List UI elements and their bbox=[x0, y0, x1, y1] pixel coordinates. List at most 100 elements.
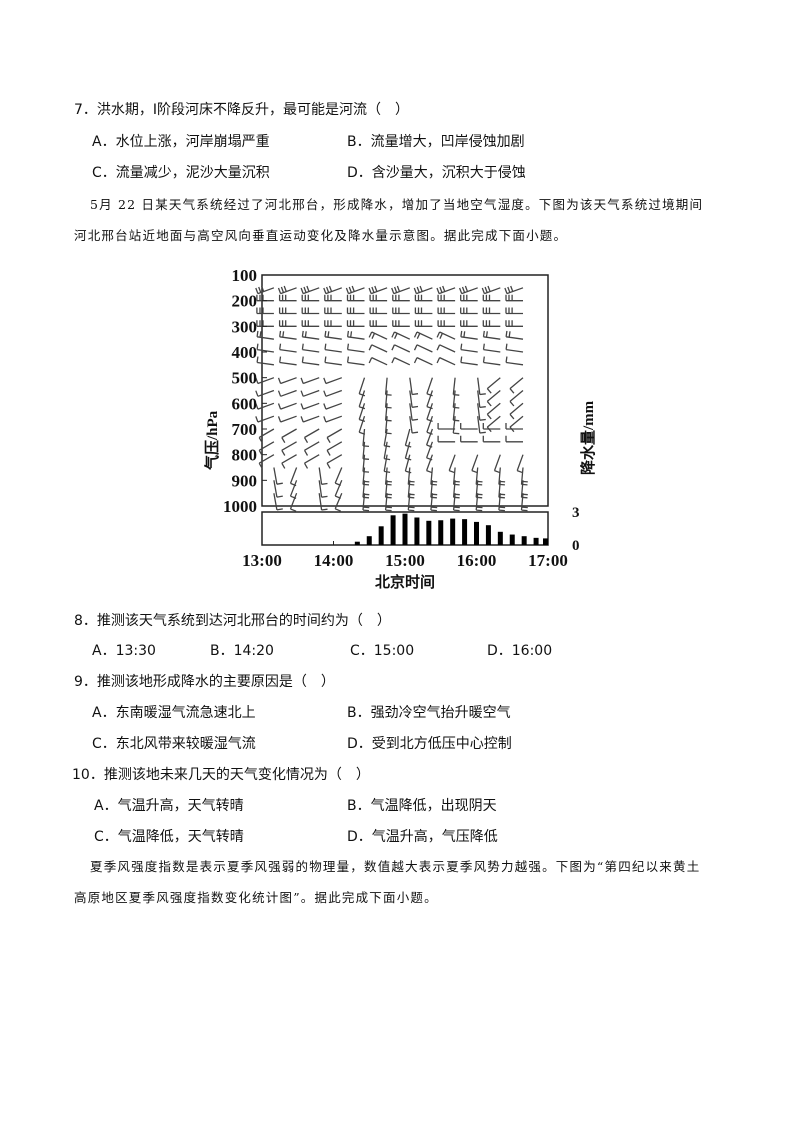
wind-barb bbox=[334, 492, 343, 512]
wind-barb bbox=[482, 435, 501, 443]
wind-barb bbox=[323, 377, 343, 385]
precip-bar bbox=[366, 536, 372, 545]
wind-barb bbox=[516, 454, 524, 474]
wind-barb bbox=[324, 294, 342, 302]
option-c: C．流量减少，泥沙大量沉积 bbox=[92, 165, 270, 181]
precip-bar bbox=[354, 541, 360, 545]
precip-bar bbox=[521, 536, 527, 545]
time-tick: 13:00 bbox=[242, 551, 282, 570]
wind-barb bbox=[346, 343, 365, 353]
precip-bar bbox=[402, 513, 408, 545]
wind-barb bbox=[409, 390, 419, 408]
wind-barb bbox=[425, 454, 434, 474]
wind-barb bbox=[300, 377, 320, 385]
wind-barb bbox=[414, 294, 433, 302]
wind-precip-figure: 100 200 300 400 500 600 700 800 900 1000 13:00 14:… bbox=[203, 266, 597, 591]
wind-barb bbox=[318, 493, 328, 511]
wind-barb bbox=[426, 390, 434, 410]
wind-barb bbox=[458, 285, 478, 295]
wind-barb bbox=[301, 330, 320, 340]
wind-barb bbox=[369, 294, 388, 302]
wind-barb bbox=[477, 390, 486, 409]
wind-barb bbox=[482, 307, 501, 315]
wind-barb bbox=[323, 389, 343, 397]
wind-barb bbox=[258, 428, 275, 444]
wind-barb bbox=[368, 331, 388, 340]
wind-barb bbox=[436, 331, 456, 340]
wind-barb bbox=[391, 357, 411, 366]
wind-barb bbox=[392, 320, 410, 327]
precip-bar bbox=[438, 520, 444, 545]
question-stem: 8．推测该天气系统到达河北邢台的时间约为（ ） bbox=[74, 613, 391, 629]
wind-barb bbox=[255, 285, 275, 295]
wind-barb bbox=[509, 402, 524, 420]
wind-barb bbox=[509, 390, 524, 407]
precip-bar bbox=[390, 515, 396, 545]
precip-tick-3: 3 bbox=[572, 505, 580, 521]
wind-barb bbox=[482, 320, 501, 327]
passage-line: 高原地区夏季风强度指数变化统计图”。据此完成下面小题。 bbox=[74, 890, 438, 905]
wind-barb bbox=[482, 423, 501, 430]
passage-line: 河北邢台站近地面与高空风向垂直运动变化及降水量示意图。据此完成下面小题。 bbox=[74, 228, 568, 243]
pressure-tick: 600 bbox=[232, 394, 258, 413]
wind-barb bbox=[481, 285, 501, 295]
wind-barb bbox=[477, 377, 486, 396]
precip-bar bbox=[497, 531, 503, 545]
wind-barb bbox=[460, 307, 478, 315]
wind-barb bbox=[301, 356, 320, 366]
wind-barb bbox=[277, 377, 297, 385]
pressure-tick: 900 bbox=[232, 471, 258, 490]
wind-barb bbox=[391, 285, 411, 295]
wind-barb bbox=[505, 307, 523, 315]
wind-barb bbox=[278, 307, 297, 315]
wind-barb bbox=[256, 330, 274, 340]
wind-barb bbox=[486, 402, 501, 420]
wind-barb bbox=[255, 415, 275, 423]
precip-axis-label: 降水量/mm bbox=[579, 400, 597, 475]
wind-barb bbox=[493, 454, 501, 474]
wind-barb bbox=[289, 492, 298, 512]
wind-barb bbox=[362, 493, 370, 512]
precip-bar bbox=[450, 518, 456, 545]
pressure-tick: 100 bbox=[232, 266, 258, 285]
wind-barb bbox=[504, 285, 524, 295]
pressure-tick: 300 bbox=[232, 317, 258, 336]
wind-barb bbox=[277, 389, 297, 397]
wind-barb bbox=[318, 467, 328, 485]
wind-barb bbox=[368, 357, 388, 366]
wind-barb bbox=[477, 403, 486, 421]
option-d: D．气温升高，气压降低 bbox=[347, 829, 498, 845]
wind-barb bbox=[255, 377, 275, 385]
wind-barb bbox=[326, 454, 343, 469]
wind-barb bbox=[414, 320, 433, 327]
wind-barb bbox=[460, 356, 478, 366]
wind-barb bbox=[303, 428, 320, 444]
question-stem: 10．推测该地未来几天的天气变化情况为（ ） bbox=[72, 767, 370, 783]
passage-line: 5月 22 日某天气系统经过了河北邢台，形成降水，增加了当地空气湿度。下图为该天… bbox=[90, 197, 704, 212]
time-tick: 17:00 bbox=[528, 551, 568, 570]
wind-barb bbox=[391, 344, 411, 353]
time-tick: 15:00 bbox=[385, 551, 425, 570]
option-d: D．受到北方低压中心控制 bbox=[347, 736, 512, 752]
wind-barb bbox=[413, 331, 433, 340]
precip-bar bbox=[378, 526, 384, 545]
wind-barb bbox=[392, 294, 410, 302]
option-a: A．13:30 bbox=[92, 643, 156, 659]
wind-barb bbox=[407, 493, 415, 512]
time-tick: 16:00 bbox=[457, 551, 497, 570]
option-c: C．15:00 bbox=[350, 643, 415, 659]
wind-barb bbox=[324, 330, 342, 340]
wind-barb bbox=[505, 343, 524, 353]
wind-barb bbox=[258, 441, 275, 456]
wind-barb bbox=[346, 320, 365, 327]
wind-barb bbox=[426, 377, 434, 397]
wind-barb bbox=[486, 377, 501, 394]
wind-barb bbox=[303, 441, 320, 456]
wind-barb bbox=[256, 343, 274, 353]
wind-barb bbox=[256, 320, 274, 327]
wind-barb bbox=[369, 320, 388, 327]
wind-barb bbox=[413, 357, 433, 366]
wind-barb bbox=[414, 307, 433, 315]
pressure-tick: 800 bbox=[232, 446, 258, 465]
wind-barb bbox=[482, 343, 501, 353]
